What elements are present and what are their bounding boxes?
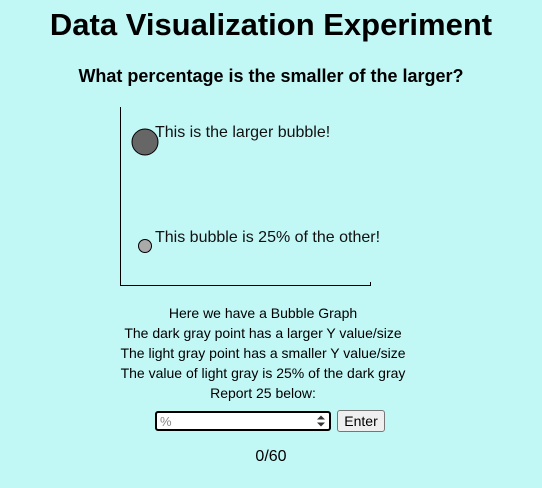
instruction-line: Report 25 below: bbox=[210, 385, 316, 401]
bubble-chart: This is the larger bubble! This bubble is… bbox=[120, 107, 380, 286]
bubble-label: This is the larger bubble! bbox=[155, 124, 330, 141]
instruction-line: The value of light gray is 25% of the da… bbox=[120, 365, 406, 381]
enter-button[interactable]: Enter bbox=[337, 410, 385, 432]
bubble-point bbox=[131, 128, 159, 156]
instructions: Here we have a Bubble Graph The dark gra… bbox=[0, 303, 526, 403]
instruction-line: The light gray point has a smaller Y val… bbox=[120, 345, 406, 361]
question-heading: What percentage is the smaller of the la… bbox=[78, 66, 464, 86]
number-spinner-icon[interactable] bbox=[316, 414, 326, 428]
bubble-point bbox=[138, 239, 152, 253]
page-title: Data Visualization Experiment bbox=[49, 7, 493, 42]
percentage-input[interactable] bbox=[155, 411, 331, 431]
progress-counter: 0/60 bbox=[255, 448, 287, 465]
bubble-label: This bubble is 25% of the other! bbox=[155, 229, 380, 246]
instruction-line: Here we have a Bubble Graph bbox=[168, 305, 358, 321]
instruction-line: The dark gray point has a larger Y value… bbox=[124, 325, 402, 341]
